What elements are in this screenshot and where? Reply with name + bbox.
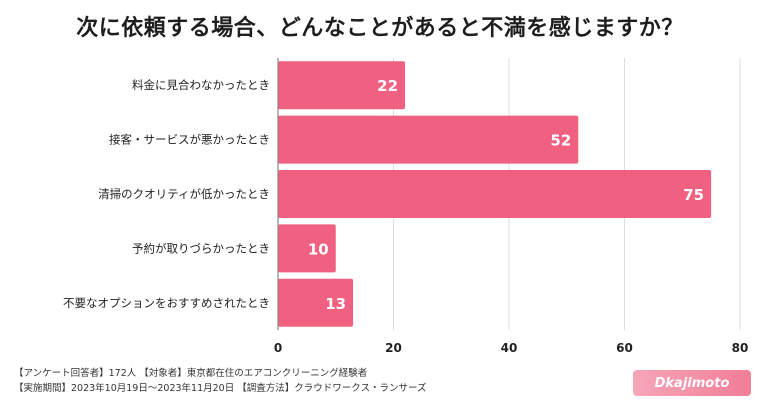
bar bbox=[278, 224, 336, 273]
survey-info-line-2: 【実施期間】2023年10月19日～2023年11月20日 【調査方法】クラウド… bbox=[14, 383, 427, 394]
bar-value-label: 75 bbox=[683, 186, 704, 204]
bar-value-label: 13 bbox=[325, 295, 346, 313]
survey-info-line-1: 【アンケート回答者】172人 【対象者】東京都在住のエアコンクリーニング経験者 bbox=[14, 368, 368, 379]
bar-value-label: 10 bbox=[308, 240, 329, 258]
brand-logo: Dkajimoto bbox=[633, 370, 751, 396]
x-tick-label: 80 bbox=[732, 341, 749, 355]
x-tick-label: 40 bbox=[501, 341, 518, 355]
x-tick-label: 20 bbox=[385, 341, 402, 355]
bar bbox=[278, 278, 354, 327]
bar bbox=[278, 115, 579, 164]
category-label: 接客・サービスが悪かったとき bbox=[109, 133, 270, 147]
brand-logo-text: Dkajimoto bbox=[654, 375, 730, 391]
bar bbox=[278, 61, 406, 110]
x-tick-label: 60 bbox=[616, 341, 633, 355]
bar-value-label: 52 bbox=[550, 132, 571, 150]
category-label: 予約が取りづらかったとき bbox=[132, 241, 270, 255]
category-label: 不要なオプションをおすすめされたとき bbox=[63, 296, 270, 310]
bar-value-label: 22 bbox=[377, 77, 398, 95]
category-label: 清掃のクオリティが低かったとき bbox=[98, 187, 270, 201]
bar bbox=[278, 170, 712, 218]
chart-title: 次に依頼する場合、どんなことがあると不満を感じますか？ bbox=[76, 16, 684, 41]
survey-footer: 【アンケート回答者】172人 【対象者】東京都在住のエアコンクリーニング経験者 … bbox=[14, 366, 426, 396]
category-label: 料金に見合わなかったとき bbox=[132, 78, 270, 92]
x-tick-label: 0 bbox=[274, 341, 282, 355]
